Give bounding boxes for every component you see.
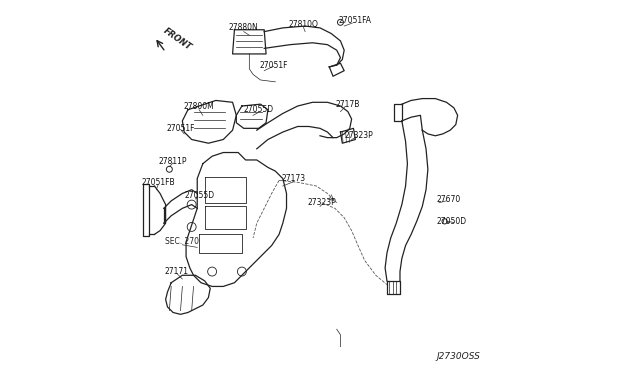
Text: 27050D: 27050D bbox=[437, 217, 467, 226]
Text: 2717B: 2717B bbox=[336, 100, 360, 109]
Text: 27810Q: 27810Q bbox=[289, 20, 318, 29]
Text: J2730OSS: J2730OSS bbox=[436, 352, 480, 361]
Text: 27171: 27171 bbox=[164, 267, 189, 276]
Text: 27173: 27173 bbox=[282, 174, 306, 183]
Text: 27051FA: 27051FA bbox=[339, 16, 372, 25]
Text: 27055D: 27055D bbox=[244, 105, 274, 114]
Text: 27055D: 27055D bbox=[184, 191, 214, 200]
Text: 27811P: 27811P bbox=[159, 157, 188, 166]
Text: 27323P: 27323P bbox=[307, 198, 336, 207]
Text: SEC. 270: SEC. 270 bbox=[165, 237, 200, 246]
Text: 27670: 27670 bbox=[436, 195, 460, 203]
Text: 27323P: 27323P bbox=[345, 131, 373, 140]
Text: 27880N: 27880N bbox=[229, 23, 259, 32]
Text: FRONT: FRONT bbox=[162, 26, 193, 52]
Text: 27051F: 27051F bbox=[259, 61, 288, 70]
Text: 27051FB: 27051FB bbox=[141, 178, 175, 187]
Text: 27800M: 27800M bbox=[184, 102, 214, 110]
Text: 27051F: 27051F bbox=[166, 124, 195, 133]
